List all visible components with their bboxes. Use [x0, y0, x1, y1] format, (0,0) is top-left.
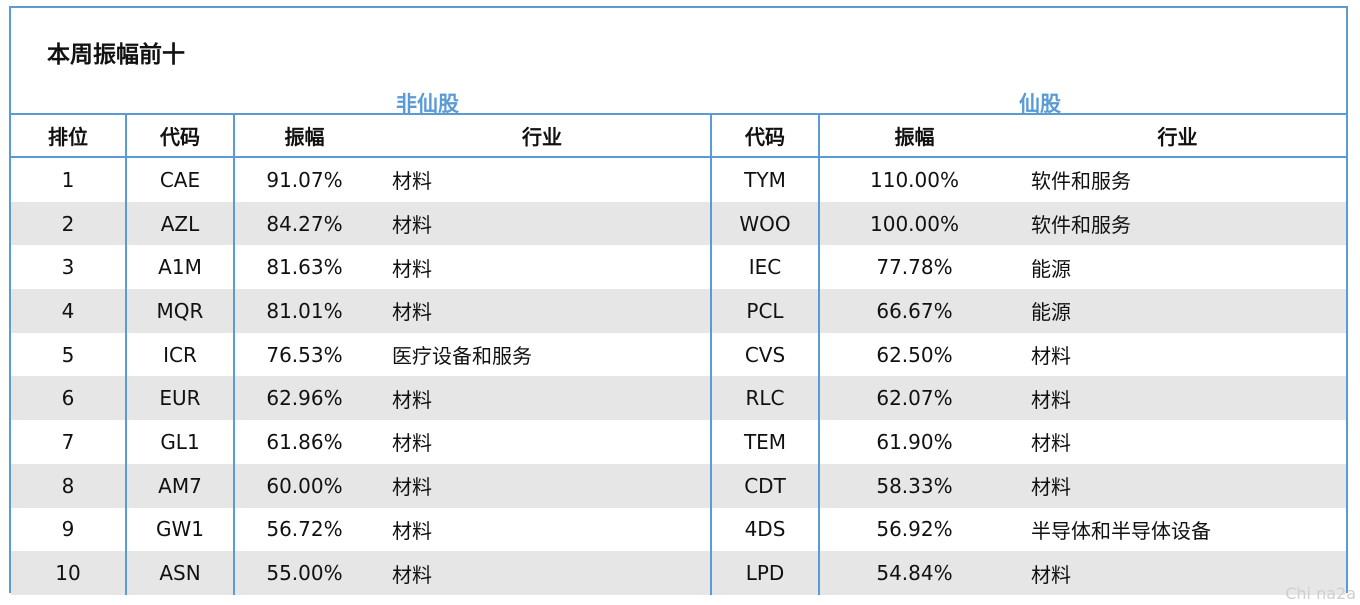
- header-amp-right: 振幅: [894, 125, 935, 149]
- rank-cell: 7: [11, 420, 127, 464]
- code-cell-xian: IEC: [711, 245, 820, 290]
- amplitude-cell-xian: 54.84%: [819, 551, 1009, 595]
- code-cell-non-xian: AZL: [126, 201, 235, 246]
- industry-cell-non-xian: 材料: [374, 463, 712, 508]
- table-row: 4 MQR 81.01% 材料 PCL 66.67% 能源: [11, 289, 1346, 333]
- industry-cell-xian: 能源: [1009, 289, 1346, 333]
- code-cell-xian: CDT: [711, 463, 820, 508]
- code-cell-xian: LPD: [711, 551, 820, 595]
- industry-cell-non-xian: 材料: [374, 507, 712, 552]
- rank-cell: 1: [11, 157, 127, 202]
- industry-cell-non-xian: 材料: [374, 551, 712, 595]
- page-title: 本周振幅前十: [47, 42, 185, 68]
- rank-cell: 10: [11, 551, 127, 595]
- amplitude-cell-non-xian: 81.63%: [266, 255, 343, 280]
- watermark: Chi na2a: [1285, 584, 1356, 603]
- header-rank: 排位: [11, 115, 127, 157]
- industry-cell-xian: 材料: [1031, 344, 1071, 369]
- amplitude-cell-xian: 77.78%: [876, 255, 953, 280]
- table-row: 6 EUR 62.96% 材料 RLC 62.07% 材料: [11, 376, 1346, 421]
- rank-cell: 4: [11, 289, 127, 333]
- industry-cell-xian: 软件和服务: [1009, 201, 1346, 246]
- group-label-non-xian: 非仙股: [396, 92, 459, 116]
- code-cell-xian: TEM: [711, 420, 820, 464]
- table-row: 2 AZL 84.27% 材料 WOO 100.00% 软件和服务: [11, 201, 1346, 246]
- code-cell-non-xian: A1M: [126, 245, 235, 290]
- industry-cell-xian: 半导体和半导体设备: [1031, 518, 1211, 543]
- industry-cell-xian: 材料: [1009, 551, 1346, 595]
- header-code-left: 代码: [126, 115, 235, 157]
- header-industry-right: 行业: [1157, 125, 1198, 149]
- code-cell-xian: 4DS: [711, 507, 820, 552]
- code-cell-non-xian: ICR: [126, 332, 235, 377]
- table-row: 1 CAE 91.07% 材料 TYM 110.00% 软件和服务: [11, 157, 1346, 202]
- amplitude-cell-xian: 62.07%: [819, 376, 1009, 421]
- amplitude-cell-non-xian: 81.01%: [234, 289, 374, 333]
- industry-cell-xian: 能源: [1031, 256, 1071, 281]
- amplitude-cell-non-xian: 60.00%: [234, 463, 374, 508]
- code-cell-non-xian: ASN: [126, 551, 235, 595]
- amplitude-cell-non-xian: 76.53%: [266, 342, 343, 367]
- code-cell-non-xian: CAE: [126, 157, 235, 202]
- industry-cell-xian: 材料: [1009, 376, 1346, 421]
- industry-cell-non-xian: 医疗设备和服务: [374, 332, 712, 377]
- table-row: 8 AM7 60.00% 材料 CDT 58.33% 材料: [11, 463, 1346, 508]
- amplitude-cell-xian: 61.90%: [876, 429, 953, 454]
- amplitude-table: 排位 代码 振幅 行业 代码 振幅 行业 1 CAE 91.07% 材料 TYM…: [11, 115, 1346, 595]
- code-cell-non-xian: GW1: [126, 507, 235, 552]
- industry-cell-non-xian: 材料: [374, 376, 712, 421]
- amplitude-cell-non-xian: 56.72%: [266, 517, 343, 542]
- code-cell-xian: WOO: [711, 201, 820, 246]
- industry-cell-non-xian: 材料: [374, 420, 712, 464]
- amplitude-cell-non-xian: 61.86%: [266, 429, 343, 454]
- code-cell-non-xian: AM7: [126, 463, 235, 508]
- amplitude-cell-non-xian: 84.27%: [234, 201, 374, 246]
- code-cell-non-xian: MQR: [126, 289, 235, 333]
- table-row: 10 ASN 55.00% 材料 LPD 54.84% 材料: [11, 551, 1346, 595]
- code-cell-xian: CVS: [711, 332, 820, 377]
- code-cell-xian: RLC: [711, 376, 820, 421]
- industry-cell-non-xian: 材料: [374, 289, 712, 333]
- code-cell-xian: PCL: [711, 289, 820, 333]
- header-code-right: 代码: [711, 115, 820, 157]
- amplitude-cell-non-xian: 55.00%: [234, 551, 374, 595]
- code-cell-non-xian: GL1: [126, 420, 235, 464]
- table-row: 9 GW1 56.72% 材料 4DS 56.92% 半导体和半导体设备: [11, 507, 1346, 552]
- rank-cell: 3: [11, 245, 127, 290]
- header-row: 排位 代码 振幅 行业 代码 振幅 行业: [11, 115, 1346, 157]
- table-row: 3 A1M 81.63% 材料 IEC 77.78% 能源: [11, 245, 1346, 290]
- amplitude-cell-xian: 56.92%: [876, 517, 953, 542]
- header-top-rule: [11, 113, 1346, 115]
- rank-cell: 9: [11, 507, 127, 552]
- rank-cell: 6: [11, 376, 127, 421]
- amplitude-cell-xian: 110.00%: [870, 167, 959, 192]
- header-industry-left: 行业: [374, 115, 712, 157]
- header-amp-left: 振幅: [284, 125, 325, 149]
- amplitude-cell-non-xian: 62.96%: [234, 376, 374, 421]
- industry-cell-xian: 材料: [1009, 463, 1346, 508]
- industry-cell-non-xian: 材料: [374, 157, 712, 202]
- rank-cell: 2: [11, 201, 127, 246]
- amplitude-cell-xian: 58.33%: [819, 463, 1009, 508]
- table-row: 7 GL1 61.86% 材料 TEM 61.90% 材料: [11, 420, 1346, 464]
- amplitude-cell-non-xian: 91.07%: [266, 167, 343, 192]
- rank-cell: 5: [11, 332, 127, 377]
- industry-cell-xian: 材料: [1031, 431, 1071, 456]
- amplitude-cell-xian: 100.00%: [819, 201, 1009, 246]
- group-label-xian: 仙股: [1019, 92, 1061, 116]
- industry-cell-non-xian: 材料: [374, 201, 712, 246]
- code-cell-xian: TYM: [711, 157, 820, 202]
- table-frame: 本周振幅前十 非仙股 仙股 排位 代码 振幅 行业 代码 振幅 行业 1: [9, 6, 1348, 595]
- rank-cell: 8: [11, 463, 127, 508]
- industry-cell-xian: 软件和服务: [1031, 169, 1131, 194]
- table-row: 5 ICR 76.53% 医疗设备和服务 CVS 62.50% 材料: [11, 332, 1346, 377]
- amplitude-cell-xian: 62.50%: [876, 342, 953, 367]
- industry-cell-non-xian: 材料: [374, 245, 712, 290]
- code-cell-non-xian: EUR: [126, 376, 235, 421]
- amplitude-cell-xian: 66.67%: [819, 289, 1009, 333]
